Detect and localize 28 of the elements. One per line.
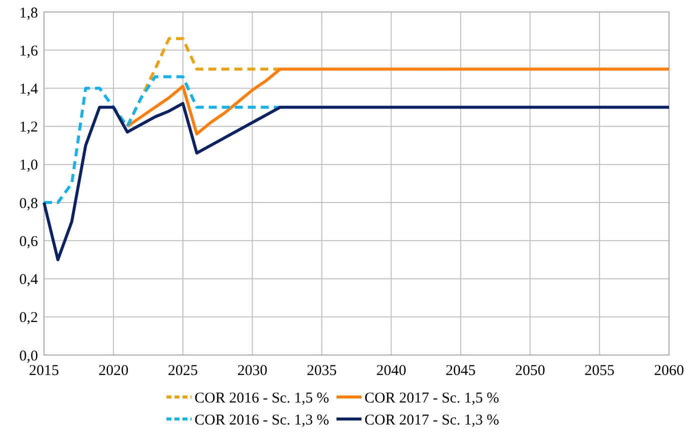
y-tick-label: 0,4: [19, 272, 38, 288]
y-tick-label: 1,8: [19, 5, 38, 22]
x-tick-label: 2045: [446, 363, 476, 379]
line-series: [42, 75, 282, 204]
y-tick-label: 1,4: [19, 81, 38, 98]
y-tick-label: 1,2: [19, 120, 38, 136]
x-tick-label: 2055: [584, 363, 615, 379]
x-tick-label: 2050: [515, 363, 546, 379]
x-tick-label: 2030: [237, 363, 268, 379]
y-tick-label: 1,6: [19, 43, 38, 60]
legend-label: COR 2016 - Sc. 1,5 %: [194, 390, 330, 406]
y-tick-label: 1,0: [19, 158, 38, 174]
legend-label: COR 2017 - Sc. 1,5 %: [364, 390, 500, 406]
legend-label: COR 2017 - Sc. 1,3 %: [364, 412, 500, 428]
x-tick-label: 2040: [376, 363, 406, 379]
x-tick-label: 2020: [98, 363, 128, 379]
y-tick-label: 0,8: [19, 196, 38, 212]
y-tick-label: 0,2: [19, 310, 38, 326]
x-tick-label: 2025: [168, 363, 198, 379]
y-tick-label: 0,6: [19, 234, 38, 250]
x-tick-label: 2035: [306, 363, 337, 379]
line-series: [126, 37, 282, 128]
y-tick-label: 0,0: [19, 348, 38, 364]
x-tick-label: 2060: [654, 363, 684, 379]
x-tick-label: 2015: [29, 363, 59, 379]
legend-label: COR 2016 - Sc. 1,3 %: [194, 412, 330, 428]
line-series: [42, 102, 670, 262]
line-series: [126, 68, 670, 136]
